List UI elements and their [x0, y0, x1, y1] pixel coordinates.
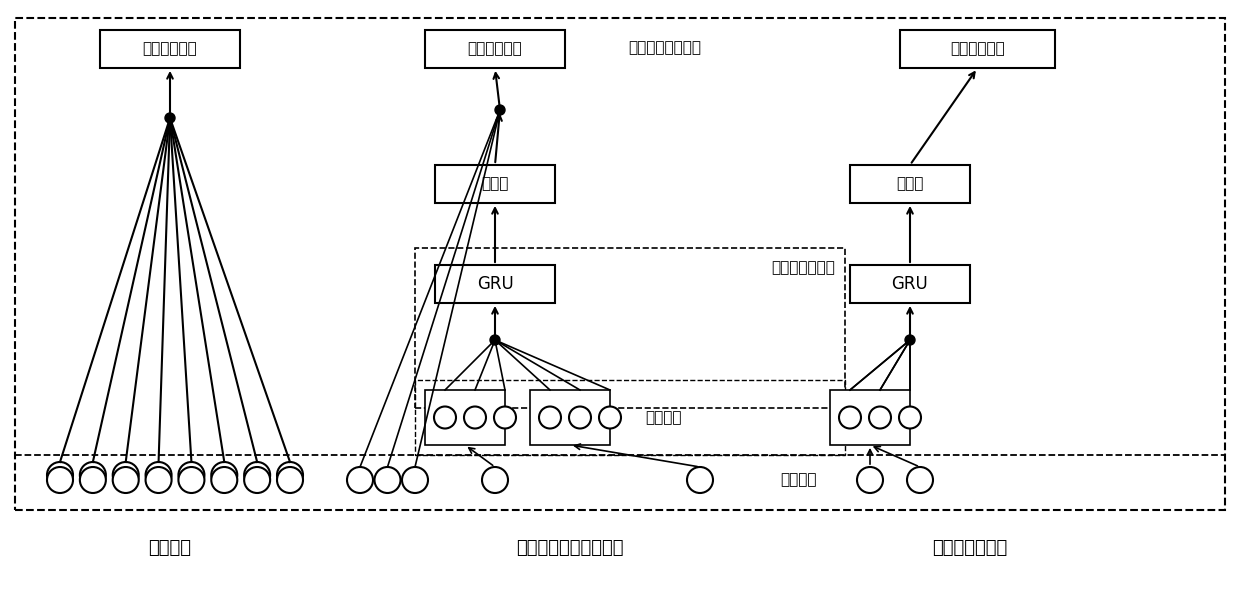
- Circle shape: [905, 335, 915, 345]
- Circle shape: [179, 467, 205, 493]
- Text: 嵌入向量: 嵌入向量: [645, 410, 682, 425]
- Bar: [425, 390, 505, 445]
- Text: 输出层：评分列表: 输出层：评分列表: [629, 40, 702, 55]
- Text: 输出项目评分: 输出项目评分: [467, 42, 522, 57]
- Circle shape: [495, 105, 505, 115]
- Text: 深度门循环模型: 深度门循环模型: [932, 539, 1008, 557]
- Text: 稀疏特征: 稀疏特征: [780, 473, 816, 488]
- Circle shape: [79, 462, 105, 488]
- Circle shape: [113, 467, 139, 493]
- Circle shape: [179, 462, 205, 488]
- Text: GRU: GRU: [476, 275, 513, 293]
- Circle shape: [347, 467, 373, 493]
- Circle shape: [47, 467, 73, 493]
- Circle shape: [464, 406, 486, 429]
- Bar: [415, 248, 844, 408]
- Circle shape: [434, 406, 456, 429]
- Bar: [849, 165, 970, 203]
- Text: 前馈层: 前馈层: [481, 176, 508, 191]
- Circle shape: [79, 467, 105, 493]
- Circle shape: [165, 113, 175, 123]
- Circle shape: [482, 467, 508, 493]
- Circle shape: [539, 406, 560, 429]
- Text: 深度学习隐藏层: 深度学习隐藏层: [771, 261, 835, 276]
- Circle shape: [494, 406, 516, 429]
- Bar: [849, 265, 970, 303]
- Bar: [900, 30, 1055, 68]
- Text: 输出项目评分: 输出项目评分: [143, 42, 197, 57]
- Circle shape: [857, 467, 883, 493]
- Circle shape: [687, 467, 713, 493]
- Circle shape: [47, 462, 73, 488]
- Circle shape: [211, 462, 237, 488]
- Bar: [435, 265, 556, 303]
- Bar: [435, 165, 556, 203]
- Circle shape: [899, 406, 921, 429]
- Text: GRU: GRU: [892, 275, 929, 293]
- Bar: [15, 18, 1225, 510]
- Bar: [830, 390, 910, 445]
- Bar: [425, 30, 565, 68]
- Circle shape: [599, 406, 621, 429]
- Bar: [529, 390, 610, 445]
- Text: 输出项目评分: 输出项目评分: [950, 42, 1004, 57]
- Circle shape: [244, 462, 270, 488]
- Circle shape: [869, 406, 892, 429]
- Bar: [415, 380, 844, 455]
- Bar: [100, 30, 241, 68]
- Circle shape: [244, 467, 270, 493]
- Circle shape: [374, 467, 401, 493]
- Circle shape: [113, 462, 139, 488]
- Circle shape: [211, 467, 237, 493]
- Circle shape: [277, 462, 303, 488]
- Circle shape: [839, 406, 861, 429]
- Text: 前馈层: 前馈层: [897, 176, 924, 191]
- Text: 宽深度门循环联合模型: 宽深度门循环联合模型: [516, 539, 624, 557]
- Circle shape: [569, 406, 591, 429]
- Circle shape: [277, 467, 303, 493]
- Circle shape: [490, 335, 500, 345]
- Circle shape: [906, 467, 932, 493]
- Circle shape: [145, 462, 171, 488]
- Circle shape: [145, 467, 171, 493]
- Circle shape: [402, 467, 428, 493]
- Text: 线性模型: 线性模型: [149, 539, 191, 557]
